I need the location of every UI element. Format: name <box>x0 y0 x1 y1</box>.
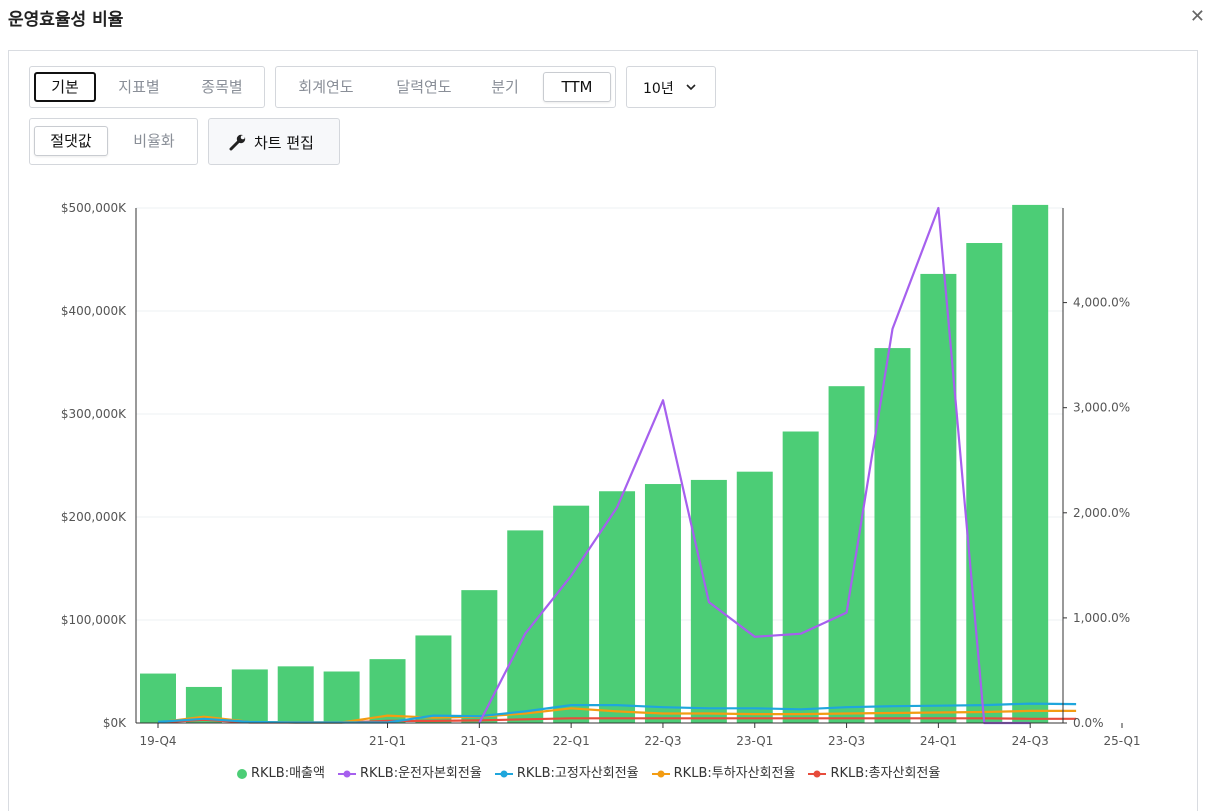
legend-item[interactable]: RKLB:총자산회전율 <box>807 762 940 781</box>
legend-label: RKLB:운전자본회전율 <box>359 766 482 781</box>
wrench-icon <box>229 133 247 155</box>
right-axis-tick-label: 3,000.0% <box>1073 401 1130 415</box>
revenue-bar <box>1012 204 1049 723</box>
revenue-bar <box>507 530 544 723</box>
revenue-bar <box>874 348 911 723</box>
x-axis-tick-label: 24-Q3 <box>1012 734 1049 748</box>
revenue-bar <box>736 471 773 723</box>
revenue-bar <box>461 590 498 723</box>
x-axis-tick-label: 21-Q1 <box>369 734 406 748</box>
page-title: 운영효율성 비율 <box>8 10 124 30</box>
x-axis-tick-label: 21-Q3 <box>461 734 498 748</box>
period-quarter-button[interactable]: 분기 <box>491 78 519 96</box>
legend-marker <box>651 770 670 777</box>
value-normalized-button[interactable]: 비율화 <box>133 132 175 150</box>
period-ttm-button[interactable]: TTM <box>543 72 611 102</box>
legend-item[interactable]: RKLB:고정자산회전율 <box>494 762 639 781</box>
legend-marker <box>494 770 513 777</box>
chart-legend: RKLB:매출액 RKLB:운전자본회전율 RKLB:고정자산회전율 RKLB:투하자… <box>236 762 952 781</box>
left-axis-tick-label: $100,000K <box>61 613 127 627</box>
left-axis-tick-label: $500,000K <box>61 201 127 215</box>
close-icon[interactable]: ✕ <box>1189 6 1205 27</box>
left-axis-tick-label: $300,000K <box>61 407 127 421</box>
revenue-bar <box>140 673 176 723</box>
revenue-bars <box>140 204 1049 723</box>
x-axis-tick-label: 19-Q4 <box>139 734 176 748</box>
value-absolute-button[interactable]: 절댓값 <box>34 126 108 156</box>
right-axis-tick-label: 1,000.0% <box>1073 611 1130 625</box>
chart-axes: $0K $100,000K $200,000K $300,000K $400,000K $… <box>61 201 1141 748</box>
revenue-bar <box>828 386 865 723</box>
left-axis-tick-label: $200,000K <box>61 510 127 524</box>
x-axis-tick-label: 23-Q3 <box>828 734 865 748</box>
revenue-bar <box>231 669 268 723</box>
x-axis-tick-label: 24-Q1 <box>920 734 957 748</box>
edit-chart-button[interactable]: 차트 편집 <box>208 118 340 165</box>
value-toggle-group: 절댓값 비율화 <box>29 118 198 165</box>
legend-marker <box>808 770 827 777</box>
x-axis-tick-label: 22-Q3 <box>644 734 681 748</box>
period-fiscal-button[interactable]: 회계연도 <box>298 78 354 96</box>
legend-label: RKLB:투하자산회전율 <box>673 766 796 781</box>
left-axis-tick-label: $0K <box>103 716 127 730</box>
range-select[interactable]: 10년 <box>626 66 716 108</box>
edit-chart-label: 차트 편집 <box>254 134 314 152</box>
legend-label: RKLB:고정자산회전율 <box>516 766 639 781</box>
x-axis-tick-label: 23-Q1 <box>736 734 773 748</box>
x-axis-tick-label: 22-Q1 <box>553 734 590 748</box>
revenue-bar <box>415 635 452 723</box>
revenue-bar <box>966 243 1003 723</box>
right-axis-tick-label: 0.0% <box>1073 716 1104 730</box>
right-axis-tick-label: 4,000.0% <box>1073 296 1130 310</box>
revenue-bar <box>599 491 636 723</box>
legend-item[interactable]: RKLB:투하자산회전율 <box>651 762 796 781</box>
legend-marker <box>237 768 247 779</box>
range-select-value: 10년 <box>643 81 674 97</box>
revenue-bar <box>323 671 360 723</box>
revenue-bar <box>277 666 314 723</box>
x-axis-tick-label: 25-Q1 <box>1103 734 1140 748</box>
left-axis-tick-label: $400,000K <box>61 304 127 318</box>
revenue-bar <box>369 659 406 723</box>
view-by-ticker-button[interactable]: 종목별 <box>201 78 243 96</box>
legend-item[interactable]: RKLB:운전자본회전율 <box>337 762 482 781</box>
legend-marker <box>337 770 356 777</box>
view-basic-button[interactable]: 기본 <box>34 72 96 102</box>
view-by-metric-button[interactable]: 지표별 <box>118 78 160 96</box>
legend-item[interactable]: RKLB:매출액 <box>236 762 325 781</box>
right-axis-tick-label: 2,000.0% <box>1073 506 1130 520</box>
series-line-wc_turnover <box>478 206 1031 725</box>
revenue-bar <box>553 505 590 723</box>
period-toggle-group: 회계연도 달력연도 분기 TTM <box>275 66 616 108</box>
legend-label: RKLB:총자산회전율 <box>830 766 941 781</box>
revenue-bar <box>644 484 681 723</box>
period-calendar-button[interactable]: 달력연도 <box>396 78 452 96</box>
revenue-bar <box>782 431 819 723</box>
legend-label: RKLB:매출액 <box>251 766 325 781</box>
chevron-down-icon <box>685 81 697 97</box>
chart: $0K $100,000K $200,000K $300,000K $400,000K $… <box>61 201 1141 748</box>
view-toggle-group: 기본 지표별 종목별 <box>29 66 265 108</box>
